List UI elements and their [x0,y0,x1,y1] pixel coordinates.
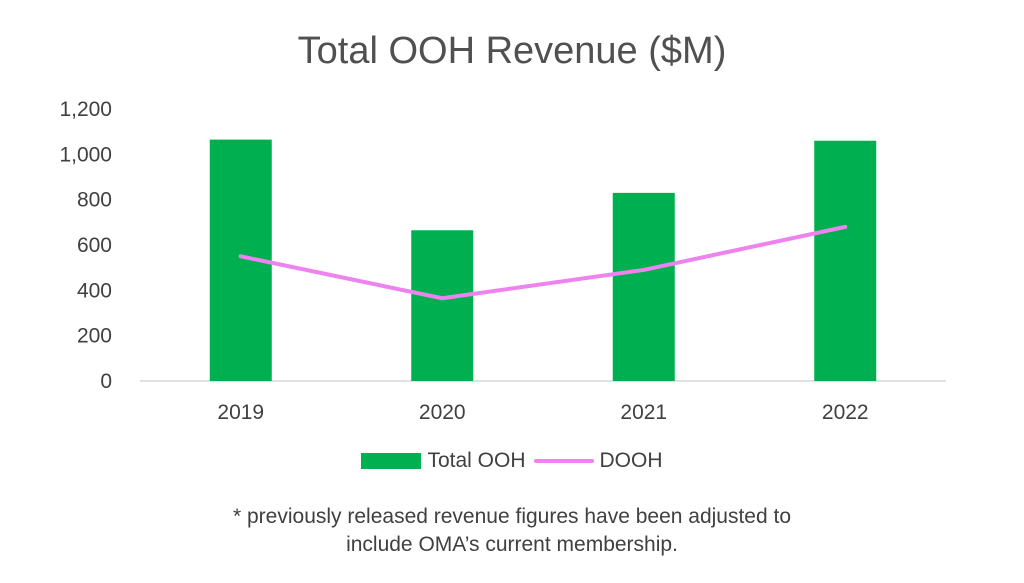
x-tick-label-2021: 2021 [620,401,667,424]
line-series [238,224,848,301]
legend-label-dooh: DOOH [599,449,663,472]
legend-item-dooh: DOOH [533,449,663,473]
dooh-line [238,224,848,301]
bar-2022 [814,140,877,381]
x-axis-ticks: 2019 2020 2021 2022 [217,401,868,424]
y-tick-label: 1,200 [59,98,112,121]
y-tick-label: 800 [77,189,112,212]
footnote-line-1: * previously released revenue figures ha… [232,505,792,528]
chart-title: Total OOH Revenue ($M) [297,30,727,72]
y-tick-label: 200 [77,325,112,348]
x-tick-label-2020: 2020 [419,401,466,424]
x-tick-label-2019: 2019 [217,401,264,424]
footnote-line-2: include OMA’s current membership. [346,533,678,556]
legend-swatch-line [533,459,594,463]
legend-label-total-ooh: Total OOH [427,449,526,472]
y-tick-label: 1,000 [59,143,112,166]
legend-swatch-bar [361,453,422,469]
bar-2020 [411,230,474,381]
legend-item-total-ooh: Total OOH [361,449,526,473]
bar-series [209,139,877,381]
y-tick-label: 0 [100,370,112,393]
x-tick-label-2022: 2022 [822,401,869,424]
y-tick-label: 400 [77,279,112,302]
legend: Total OOH DOOH [0,449,1024,473]
footnote: * previously released revenue figures ha… [0,503,1024,559]
y-tick-label: 600 [77,234,112,257]
bar-2021 [612,192,675,381]
y-axis-ticks: 0 200 400 600 800 1,000 1,200 [59,98,112,393]
